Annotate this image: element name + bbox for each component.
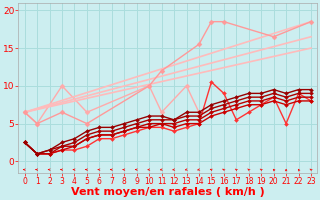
X-axis label: Vent moyen/en rafales ( km/h ): Vent moyen/en rafales ( km/h ) <box>71 187 265 197</box>
